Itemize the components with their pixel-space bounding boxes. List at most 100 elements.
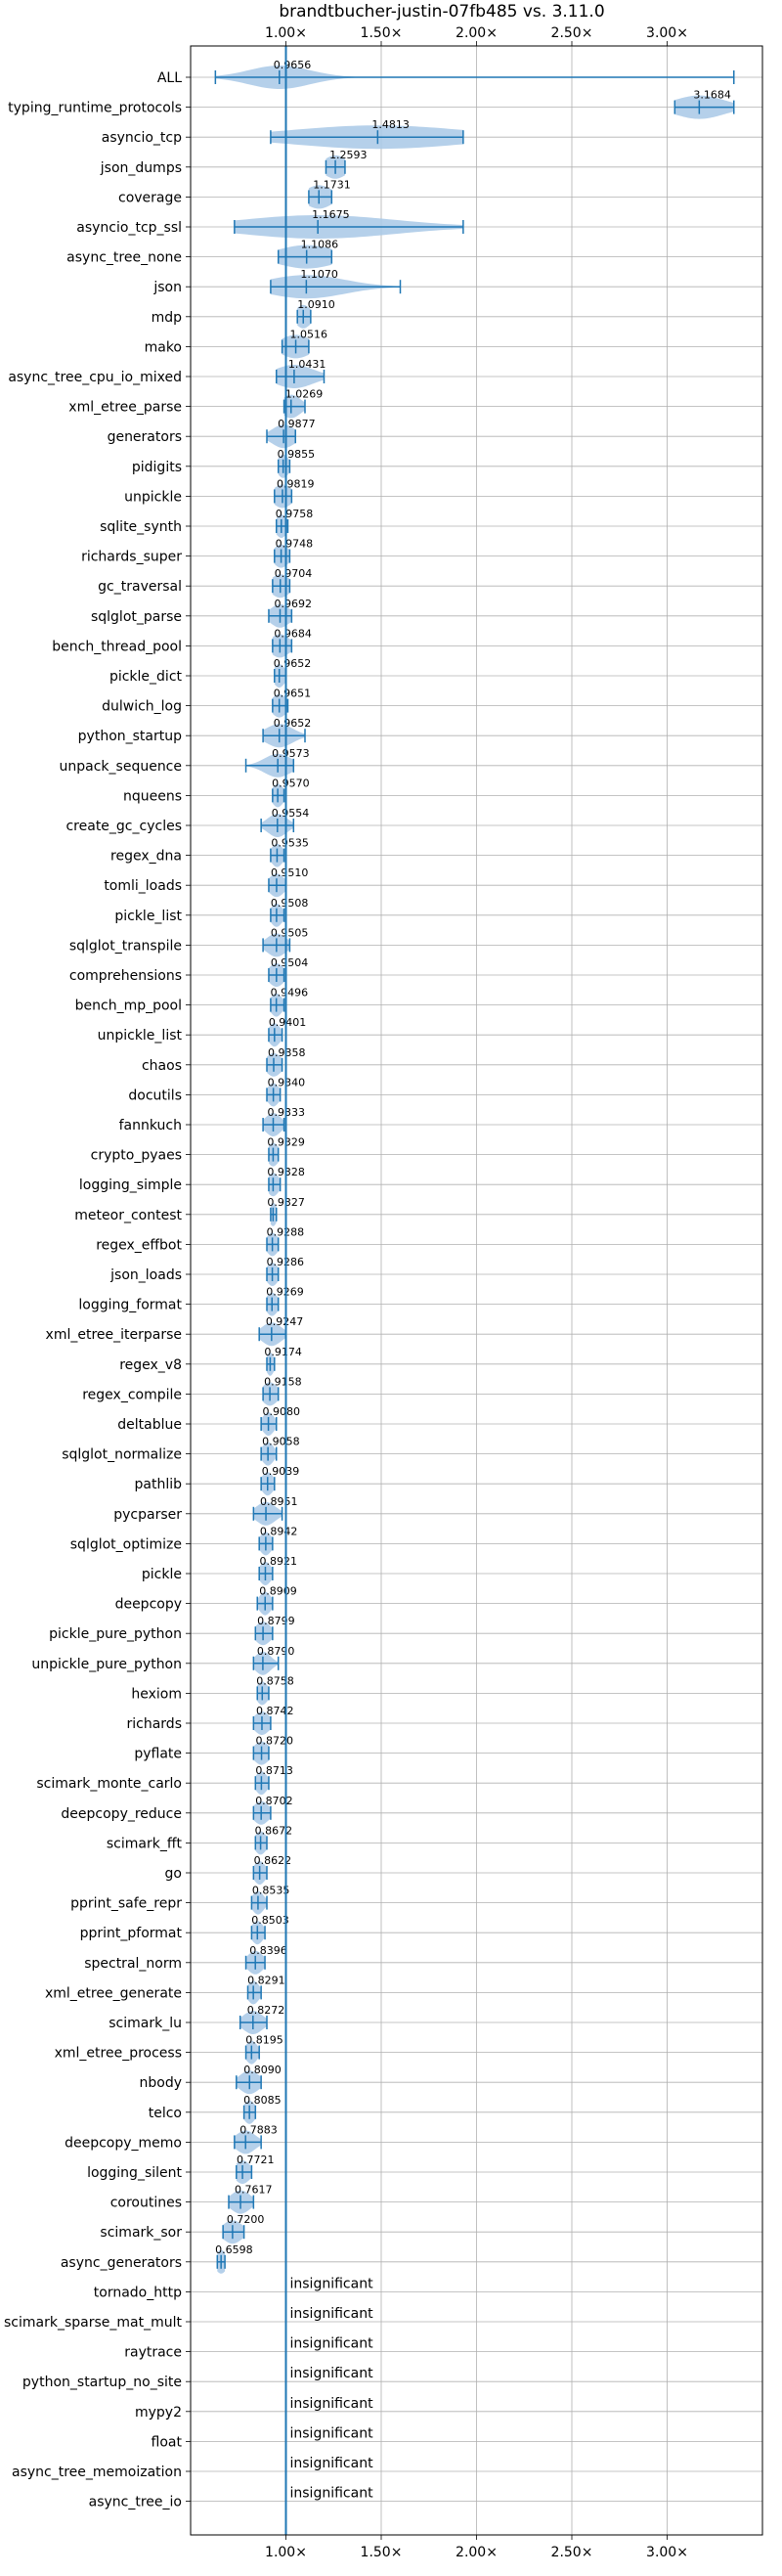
value-label: 0.8942 xyxy=(260,1525,298,1537)
value-label: 0.8758 xyxy=(256,1674,294,1687)
value-label: 1.0269 xyxy=(285,388,324,401)
y-tick-label: spectral_norm xyxy=(84,1956,182,1972)
value-label: 0.7721 xyxy=(237,2154,275,2166)
value-label: 1.1675 xyxy=(312,208,350,221)
y-tick-label: docutils xyxy=(128,1088,182,1103)
value-label: 0.8535 xyxy=(252,1885,290,1897)
y-tick-label: deltablue xyxy=(117,1417,182,1433)
insignificant-label: insignificant xyxy=(290,2486,374,2502)
y-tick-label: regex_effbot xyxy=(96,1237,182,1253)
y-tick-label: async_tree_none xyxy=(66,250,182,266)
y-tick-label: create_gc_cycles xyxy=(65,819,182,834)
y-tick-label: sqlglot_transpile xyxy=(69,938,182,954)
y-tick-label: deepcopy xyxy=(115,1597,182,1613)
value-label: 0.9080 xyxy=(263,1405,301,1418)
y-tick-label: nqueens xyxy=(123,788,182,804)
value-label: 0.9554 xyxy=(272,807,310,820)
value-label: 0.7883 xyxy=(239,2123,278,2136)
y-tick-label: raytrace xyxy=(124,2345,182,2361)
value-label: 0.8742 xyxy=(256,1705,294,1717)
chart-title: brandtbucher-justin-07fb485 vs. 3.11.0 xyxy=(279,2,604,22)
y-tick-label: xml_etree_parse xyxy=(68,400,182,416)
value-label: 0.9158 xyxy=(264,1375,302,1388)
axis-layer: 1.00× 1.00× 1.50× 1.50× 2.00× 2.00× 2.50× 2.50×… xyxy=(4,25,763,2560)
y-tick-label: coverage xyxy=(118,190,182,205)
y-tick-label: richards_super xyxy=(81,550,182,565)
y-tick-label: bench_mp_pool xyxy=(75,999,182,1014)
value-label: 0.8503 xyxy=(251,1914,289,1927)
value-label: 0.7200 xyxy=(227,2213,265,2226)
value-label: 0.8195 xyxy=(245,2034,282,2047)
value-label: 0.8702 xyxy=(255,1795,293,1807)
y-tick-label: pickle xyxy=(142,1567,182,1582)
value-label: 0.9819 xyxy=(277,477,315,490)
value-label: 0.6598 xyxy=(215,2243,253,2256)
y-tick-label: chaos xyxy=(142,1058,182,1074)
value-label: 0.9692 xyxy=(274,598,312,610)
value-label: 0.8291 xyxy=(247,1974,285,1986)
y-tick-label: pickle_pure_python xyxy=(49,1626,182,1642)
value-label: 1.2593 xyxy=(329,149,368,161)
y-tick-label: unpickle_pure_python xyxy=(31,1657,182,1672)
value-label: 0.7617 xyxy=(235,2184,273,2197)
y-tick-label: async_generators xyxy=(61,2255,182,2271)
value-label: 0.9573 xyxy=(272,747,310,760)
y-tick-label: scimark_lu xyxy=(109,2016,182,2031)
insignificant-label: insignificant xyxy=(290,2456,374,2471)
y-tick-label: python_startup xyxy=(78,729,182,744)
y-tick-label: python_startup_no_site xyxy=(22,2375,182,2390)
y-tick-label: sqlglot_normalize xyxy=(62,1447,182,1463)
value-label: 0.9505 xyxy=(271,926,309,939)
y-tick-label: richards xyxy=(127,1716,183,1732)
value-label: 0.8396 xyxy=(249,1944,286,1957)
x-tick-label-bottom: 1.50× xyxy=(361,2545,403,2560)
insignificant-label: insignificant xyxy=(290,2396,374,2412)
value-label: 0.9652 xyxy=(274,657,312,670)
x-tick-label-bottom: 2.00× xyxy=(456,2545,498,2560)
value-label: 0.9758 xyxy=(276,508,314,520)
value-label: 0.9508 xyxy=(271,897,309,910)
y-tick-label: scimark_sor xyxy=(100,2225,182,2241)
value-label: 0.9504 xyxy=(271,956,309,969)
value-label: 0.9652 xyxy=(274,717,312,730)
value-label: 0.8909 xyxy=(259,1585,297,1598)
y-tick-label: logging_simple xyxy=(79,1177,182,1193)
value-label: 0.8713 xyxy=(255,1764,293,1777)
y-tick-label: pycparser xyxy=(113,1507,182,1523)
y-tick-label: pickle_dict xyxy=(109,669,183,685)
y-tick-label: regex_compile xyxy=(82,1387,182,1402)
y-tick-label: coroutines xyxy=(110,2196,182,2211)
y-tick-label: ALL xyxy=(157,70,182,86)
y-tick-label: xml_etree_process xyxy=(55,2046,182,2062)
value-label: 1.1070 xyxy=(300,268,338,281)
value-label: 0.9535 xyxy=(271,837,309,850)
x-tick-label-bottom: 1.00× xyxy=(265,2545,307,2560)
value-label: 1.0516 xyxy=(290,328,328,340)
plot-frame xyxy=(190,45,763,2536)
x-tick-label-bottom: 3.00× xyxy=(646,2545,688,2560)
value-label: 0.9855 xyxy=(278,448,316,461)
y-tick-label: regex_v8 xyxy=(119,1357,182,1373)
value-label: 0.9174 xyxy=(264,1346,302,1358)
y-tick-label: mdp xyxy=(152,310,183,326)
value-label: 0.9704 xyxy=(275,567,313,580)
value-label: 1.0910 xyxy=(297,298,335,311)
y-tick-label: async_tree_cpu_io_mixed xyxy=(8,370,182,385)
value-label: 3.1684 xyxy=(693,89,731,102)
y-tick-label: pickle_list xyxy=(114,909,182,924)
y-tick-label: pyflate xyxy=(134,1747,182,1762)
value-label: 0.8272 xyxy=(247,2004,285,2017)
insignificant-label: insignificant xyxy=(290,2306,374,2322)
y-tick-label: mypy2 xyxy=(135,2405,182,2421)
y-tick-label: tornado_http xyxy=(94,2285,182,2300)
value-label: 0.8622 xyxy=(254,1854,292,1867)
value-label: 0.8921 xyxy=(259,1555,297,1568)
y-tick-label: fannkuch xyxy=(119,1118,182,1133)
y-tick-label: sqlglot_parse xyxy=(91,609,182,625)
value-label: 1.1086 xyxy=(301,239,339,251)
value-label: 0.9877 xyxy=(278,418,316,430)
violin-layer: 0.9656 3.1684 1.4813 1.2593 1.1731 1.1675 1.10… xyxy=(214,46,735,2535)
y-tick-label: nbody xyxy=(140,2075,183,2091)
y-tick-label: unpack_sequence xyxy=(60,759,182,775)
